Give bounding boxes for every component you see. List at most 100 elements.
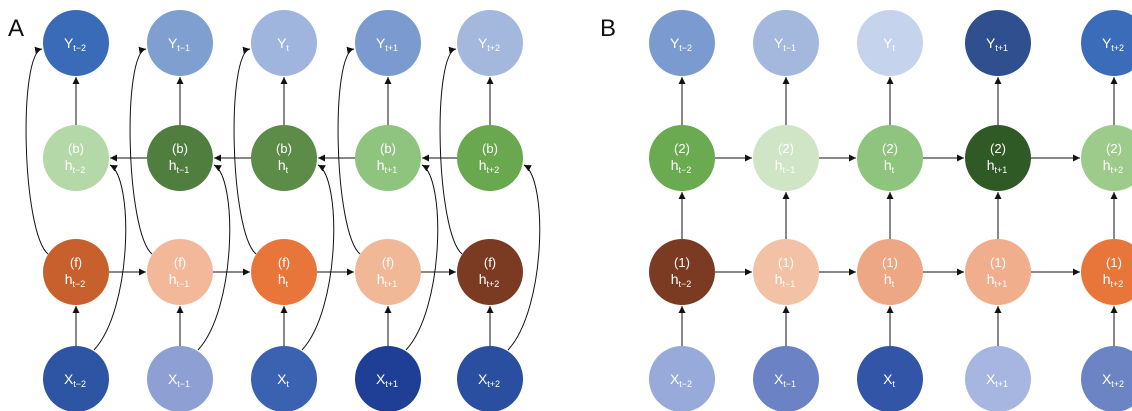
node-subscript: t+1 [385,279,398,289]
edge-x-to-b [93,164,127,351]
node-label: ht [884,157,895,175]
edge-x-to-b [405,164,439,351]
node-prefix: (b) [482,141,498,156]
node-base: h [377,157,385,173]
node-base: X [1102,371,1112,387]
node-base: h [775,271,783,287]
node-circle [147,10,213,76]
node-circle [857,10,923,76]
node-base: X [883,371,893,387]
node-circle [43,239,109,305]
node-circle [251,346,317,411]
edge-f-to-y [233,46,257,255]
node-prefix: (b) [172,141,188,156]
node-circle [965,10,1031,76]
node-b-h1-1: (1)ht−1 [753,239,819,305]
node-subscript: t+1 [385,379,398,389]
node-label: Yt−1 [168,35,190,53]
node-circle [355,239,421,305]
node-prefix: (b) [68,141,84,156]
node-a-b-1: (b)ht−1 [147,125,213,191]
edge-x-to-b [507,164,541,351]
node-b-x-1: Xt−1 [753,346,819,411]
node-label: ht−1 [169,271,190,289]
node-a-y-4: Yt+2 [457,10,523,76]
node-subscript: t+2 [487,279,500,289]
node-circle [457,239,523,305]
node-circle [43,346,109,411]
node-subscript: t+1 [995,279,1008,289]
node-b-x-0: Xt−2 [649,346,715,411]
node-label: ht [884,271,895,289]
node-base: X [478,371,488,387]
node-circle [649,125,715,191]
node-subscript: t [286,43,289,53]
node-a-b-3: (b)ht+1 [355,125,421,191]
node-a-f-0: (f)ht−2 [43,239,109,305]
node-subscript: t+2 [1111,279,1124,289]
node-prefix: (b) [276,141,292,156]
node-b-h2-2: (2)ht [857,125,923,191]
node-label: ht+2 [479,271,500,289]
node-circle [147,346,213,411]
node-b-h2-4: (2)ht+2 [1081,125,1132,191]
node-label: ht [278,157,289,175]
node-subscript: t−1 [177,43,190,53]
node-subscript: t−2 [679,43,692,53]
nodes: Yt−2 Yt−1 Yt Yt+1 Yt+2(b)ht−2(b)ht−1(b)ht(b)… [43,10,1132,411]
node-subscript: t+1 [995,165,1008,175]
node-circle [355,10,421,76]
node-prefix: (2) [990,141,1006,156]
node-b-y-4: Yt+2 [1081,10,1132,76]
node-circle [1081,125,1132,191]
node-base: Y [376,35,386,51]
node-circle [457,346,523,411]
edges [25,46,1118,351]
node-base: h [65,271,73,287]
node-subscript: t−1 [177,165,190,175]
node-subscript: t−2 [679,379,692,389]
node-circle [43,125,109,191]
node-label: Yt+1 [376,35,398,53]
node-base: X [277,371,287,387]
node-subscript: t+1 [385,165,398,175]
node-b-h1-4: (1)ht+2 [1081,239,1132,305]
node-prefix: (2) [778,141,794,156]
edge-f-to-y [25,46,49,255]
node-base: h [278,271,286,287]
node-label: ht+2 [1103,271,1124,289]
node-a-y-0: Yt−2 [43,10,109,76]
edge-f-to-y [129,46,153,255]
node-subscript: t+2 [1111,165,1124,175]
node-circle [251,10,317,76]
node-a-b-2: (b)ht [251,125,317,191]
node-subscript: t−1 [783,43,796,53]
node-b-x-2: Xt [857,346,923,411]
node-base: h [775,157,783,173]
node-circle [965,125,1031,191]
node-a-y-2: Yt [251,10,317,76]
node-base: Y [774,35,784,51]
panel-a-letter: A [8,15,24,42]
node-subscript: t−2 [679,165,692,175]
node-subscript: t−2 [73,279,86,289]
node-base: h [884,271,892,287]
node-a-b-4: (b)ht+2 [457,125,523,191]
node-label: Xt+1 [986,371,1008,389]
node-circle [649,10,715,76]
node-prefix: (f) [174,255,186,270]
node-subscript: t+2 [1111,379,1124,389]
edge-x-to-b [197,164,231,351]
node-subscript: t−1 [783,279,796,289]
node-base: h [377,271,385,287]
node-subscript: t−2 [73,165,86,175]
node-prefix: (1) [778,255,794,270]
node-label: ht [278,271,289,289]
node-base: Y [670,35,680,51]
node-b-h2-0: (2)ht−2 [649,125,715,191]
node-base: Y [478,35,488,51]
node-circle [1081,346,1132,411]
node-prefix: (2) [674,141,690,156]
node-circle [857,239,923,305]
